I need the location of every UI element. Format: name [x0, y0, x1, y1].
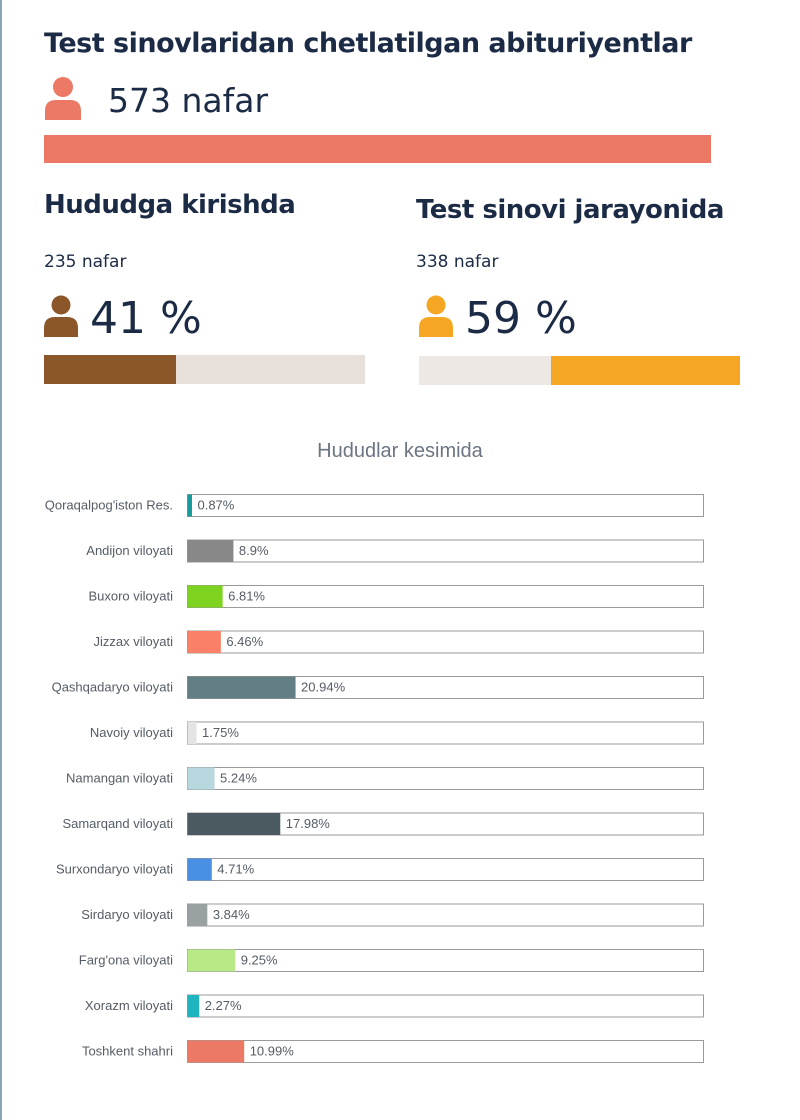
- section-test-title: Test sinovi jarayonida: [416, 195, 724, 225]
- person-icon-head: [51, 295, 71, 315]
- value-label: 6.46%: [226, 634, 263, 649]
- section-test-count: 338 nafar: [416, 252, 499, 272]
- category-label: Samarqand viloyati: [62, 816, 173, 831]
- bar-track: [187, 903, 704, 927]
- bar: [187, 631, 221, 653]
- category-label: Namangan viloyati: [66, 771, 173, 786]
- person-icon-head: [53, 77, 73, 97]
- person-icon: [44, 76, 82, 124]
- bar-track: [187, 994, 704, 1018]
- total-count: 573 nafar: [108, 80, 269, 120]
- bar-track: [419, 356, 551, 385]
- category-label: Buxoro viloyati: [88, 589, 173, 604]
- value-label: 8.9%: [239, 543, 269, 558]
- section-test: Test sinovi jarayonida: [416, 195, 746, 225]
- section-entry-title: Hududga kirishda: [44, 190, 296, 220]
- section-test-bar: [419, 356, 740, 385]
- bar-track: [187, 630, 704, 654]
- person-icon-head: [426, 295, 446, 315]
- value-label: 3.84%: [213, 907, 250, 922]
- value-label: 4.71%: [217, 862, 254, 877]
- value-label: 0.87%: [197, 498, 234, 513]
- bar: [187, 722, 197, 744]
- person-icon-body: [419, 317, 453, 337]
- section-entry: Hududga kirishda: [44, 190, 374, 220]
- bar-fill: [550, 356, 740, 385]
- value-label: 2.27%: [205, 998, 242, 1013]
- category-label: Qashqadaryo viloyati: [52, 680, 174, 695]
- category-label: Sirdaryo viloyati: [81, 907, 173, 922]
- total-bar: [44, 135, 711, 163]
- bar-track: [175, 355, 365, 384]
- bar: [187, 949, 236, 972]
- page-title: Test sinovlaridan chetlatilgan abituriye…: [44, 28, 692, 59]
- bar: [187, 904, 208, 926]
- person-icon: [419, 295, 453, 341]
- bar: [187, 494, 192, 517]
- section-entry-count: 235 nafar: [44, 252, 127, 272]
- bar: [187, 995, 200, 1017]
- bar-track: [187, 858, 704, 881]
- category-label: Surxondaryo viloyati: [56, 862, 173, 877]
- bar: [187, 676, 296, 699]
- value-label: 10.99%: [250, 1044, 295, 1059]
- bar: [187, 813, 281, 835]
- bar-fill: [44, 355, 176, 384]
- category-label: Farg'ona viloyati: [79, 953, 173, 968]
- category-label: Xorazm viloyati: [85, 998, 173, 1013]
- person-icon-body: [44, 317, 78, 337]
- bar: [187, 540, 234, 562]
- bar: [187, 1040, 245, 1063]
- chart-title: Hududlar kesimida: [317, 440, 483, 462]
- value-label: 5.24%: [220, 771, 257, 786]
- bar: [187, 767, 215, 790]
- bar: [187, 585, 223, 608]
- value-label: 6.81%: [228, 589, 265, 604]
- category-label: Qoraqalpog'iston Res.: [45, 498, 173, 513]
- section-entry-percent: 41 %: [90, 292, 202, 344]
- section-entry-bar: [44, 355, 365, 384]
- section-test-percent: 59 %: [465, 292, 577, 344]
- section-entry-percent-row: 41 %: [44, 288, 202, 348]
- total-row: 573 nafar: [44, 76, 268, 124]
- bar-track: [187, 721, 704, 745]
- region-bar-chart: Qoraqalpog'iston Res. 0.87% Andijon viloya…: [45, 494, 704, 1063]
- category-label: Navoiy viloyati: [90, 725, 173, 740]
- category-label: Andijon viloyati: [86, 543, 173, 558]
- category-label: Jizzax viloyati: [94, 634, 174, 649]
- value-label: 17.98%: [286, 816, 331, 831]
- bar-track: [187, 767, 704, 790]
- bar-track: [187, 494, 704, 517]
- value-label: 20.94%: [301, 680, 346, 695]
- value-label: 1.75%: [202, 725, 239, 740]
- person-icon: [44, 295, 78, 341]
- person-icon-body: [45, 100, 81, 120]
- page-left-border: [0, 0, 2, 1120]
- category-label: Toshkent shahri: [82, 1044, 173, 1059]
- section-test-percent-row: 59 %: [419, 288, 577, 348]
- value-label: 9.25%: [241, 953, 278, 968]
- bar: [187, 858, 212, 881]
